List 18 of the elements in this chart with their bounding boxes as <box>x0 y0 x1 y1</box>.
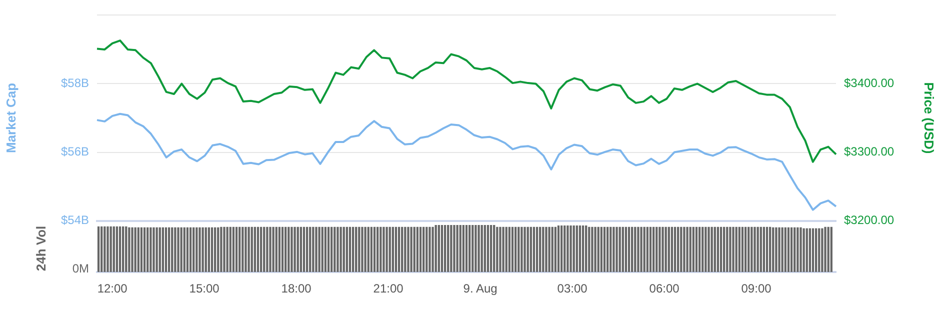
x-tick-label: 03:00 <box>557 282 588 296</box>
text: 0M <box>72 261 89 276</box>
y-axis-title: Market Cap <box>3 82 18 154</box>
y-tick-label: $54B <box>60 213 89 228</box>
x-tick-label: 15:00 <box>189 282 220 296</box>
y-axis-title: 24h Vol <box>34 226 49 272</box>
y2-tick-label: $3400.00 <box>844 76 894 90</box>
y2-axis-title: Price (USD) <box>922 82 937 154</box>
x-tick-label: 9. Aug <box>463 282 498 296</box>
y2-tick-label: $3200.00 <box>844 213 894 228</box>
x-tick-label: 09:00 <box>741 282 772 296</box>
y2-tick-label: $3300.00 <box>844 144 894 159</box>
x-tick-label: 12:00 <box>97 282 128 296</box>
x-tick-label: 06:00 <box>649 282 680 296</box>
x-tick-label: 18:00 <box>281 282 312 296</box>
y-tick-label: $58B <box>60 76 89 90</box>
y-tick-label: $56B <box>60 144 89 159</box>
x-tick-label: 21:00 <box>373 282 404 296</box>
